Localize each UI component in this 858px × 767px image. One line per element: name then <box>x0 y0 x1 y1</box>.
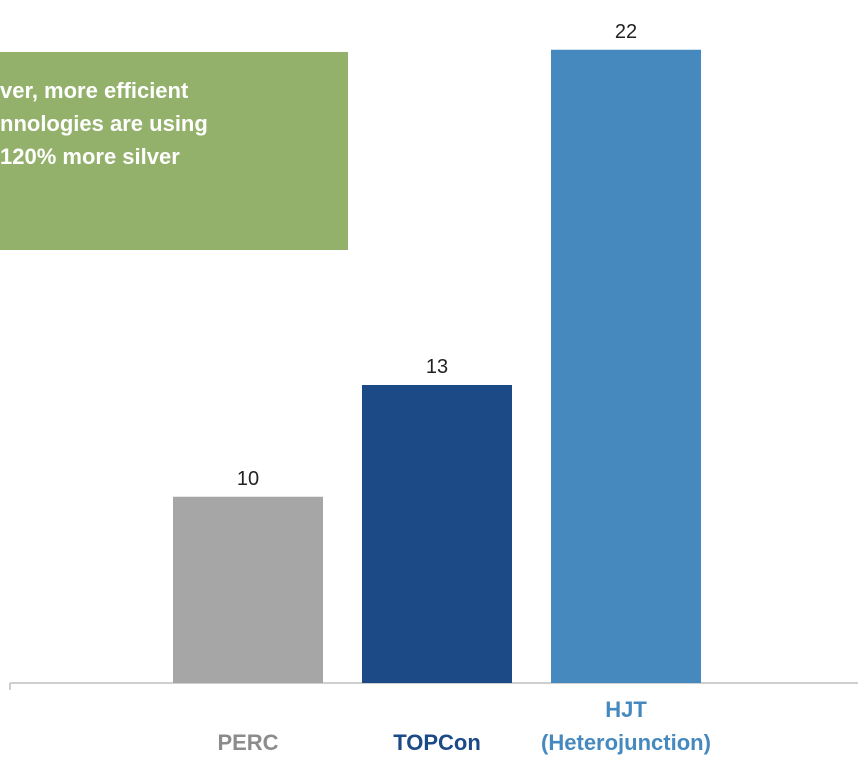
annotation: ver, more efficient nnologies are using … <box>0 52 348 250</box>
data-label: 10 <box>237 468 259 490</box>
bar <box>551 49 701 683</box>
data-label: 13 <box>426 356 448 378</box>
bar <box>173 496 323 683</box>
category-label: HJT (Heterojunction) <box>541 697 711 755</box>
bar <box>362 385 512 683</box>
category-label: PERC <box>217 730 279 755</box>
data-label: 22 <box>615 21 637 43</box>
category-label: TOPCon <box>393 730 481 755</box>
